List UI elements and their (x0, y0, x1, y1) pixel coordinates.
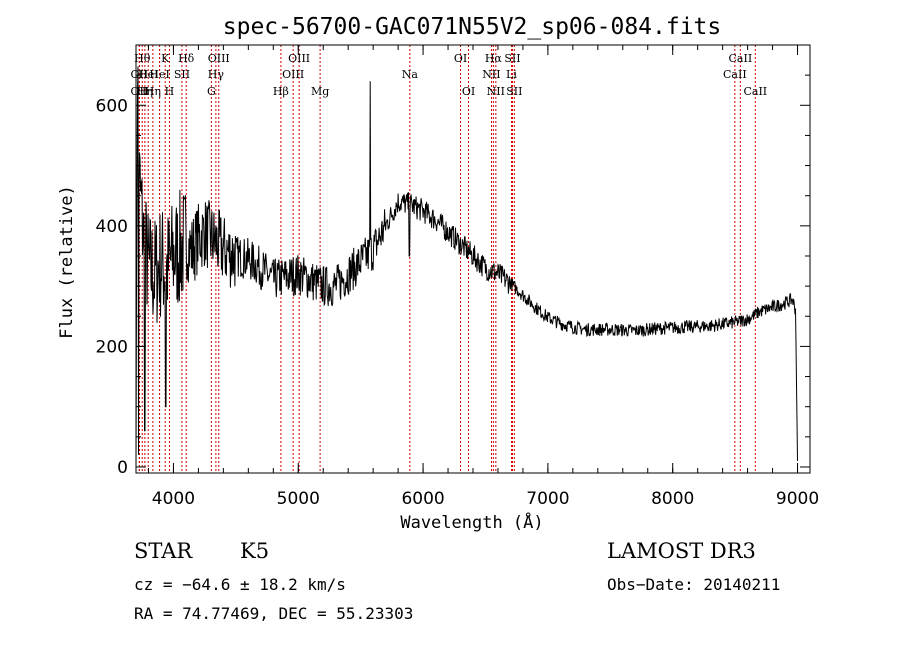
line-marker-label-Na: Na (402, 68, 419, 81)
y-tick-label-0: 0 (117, 458, 128, 478)
line-marker-label-SII: SII (174, 68, 190, 81)
line-marker-label-CaII: CaII (723, 68, 747, 81)
line-marker-label-NII: NII (487, 85, 505, 98)
x-tick-label-5000: 5000 (277, 489, 320, 509)
axis-ticks: 4000 5000 6000 7000 8000 9000 0 200 400 600 (96, 45, 819, 509)
line-marker-label-OII: OII (131, 85, 149, 98)
line-marker-label-SII: SII (504, 52, 520, 65)
line-marker-label-NII: NII (482, 68, 500, 81)
x-tick-label-9000: 9000 (776, 489, 819, 509)
line-markers (138, 45, 756, 473)
line-marker-label-HeI: HeI (138, 68, 158, 81)
y-tick-label-400: 400 (96, 217, 128, 237)
line-marker-label-HeI: HeI (149, 68, 169, 81)
coordinates: RA = 74.77469, DEC = 55.23303 (134, 604, 414, 623)
line-marker-label-Hα: Hα (485, 52, 503, 65)
x-axis-title: Wavelength (Å) (400, 511, 543, 533)
observation-date: Obs−Date: 20140211 (607, 575, 781, 594)
chart-title: spec-56700-GAC071N55V2_sp06-084.fits (223, 14, 722, 40)
line-marker-label-OII: OII (131, 68, 149, 81)
line-marker-label-OI: OI (454, 52, 467, 65)
line-marker-label-SII: SII (506, 85, 522, 98)
line-marker-label-Hθ: Hθ (134, 52, 151, 65)
line-marker-label-K: K (161, 52, 170, 65)
survey-name: LAMOST DR3 (607, 539, 756, 563)
x-tick-label-8000: 8000 (651, 489, 694, 509)
line-marker-label-H: H (165, 85, 175, 98)
redshift-cz: cz = −64.6 ± 18.2 km/s (134, 575, 346, 594)
line-marker-label-Hη: Hη (137, 85, 153, 98)
line-marker-label-CaII: CaII (743, 85, 767, 98)
line-marker-label-OIII: OIII (288, 52, 310, 65)
line-marker-label-OIII: OIII (208, 52, 230, 65)
x-tick-label-4000: 4000 (152, 489, 195, 509)
object-class: STAR (134, 539, 193, 563)
line-marker-label-Hβ: Hβ (273, 85, 289, 98)
spectral-subclass: K5 (240, 539, 270, 563)
line-marker-label-CaII: CaII (729, 52, 753, 65)
line-marker-label-G: G (207, 85, 216, 98)
x-tick-label-6000: 6000 (401, 489, 444, 509)
line-marker-label-Li: Li (506, 68, 517, 81)
spectrum-series-line (135, 66, 798, 465)
y-tick-label-200: 200 (96, 337, 128, 357)
line-marker-label-Hη: Hη (145, 85, 161, 98)
line-marker-label-Hγ: Hγ (208, 68, 225, 81)
line-marker-label-Hδ: Hδ (178, 52, 195, 65)
x-tick-label-7000: 7000 (526, 489, 569, 509)
line-marker-labels: OIIOIIHθHηHeIHηHeIKHSIIHδGHγOIIIHβOIIIOI… (131, 52, 768, 98)
line-marker-label-OIII: OIII (282, 68, 304, 81)
line-marker-label-Mg: Mg (311, 85, 329, 98)
y-tick-label-600: 600 (96, 96, 128, 116)
y-axis-title: Flux (relative) (57, 185, 77, 339)
line-marker-label-OI: OI (462, 85, 475, 98)
